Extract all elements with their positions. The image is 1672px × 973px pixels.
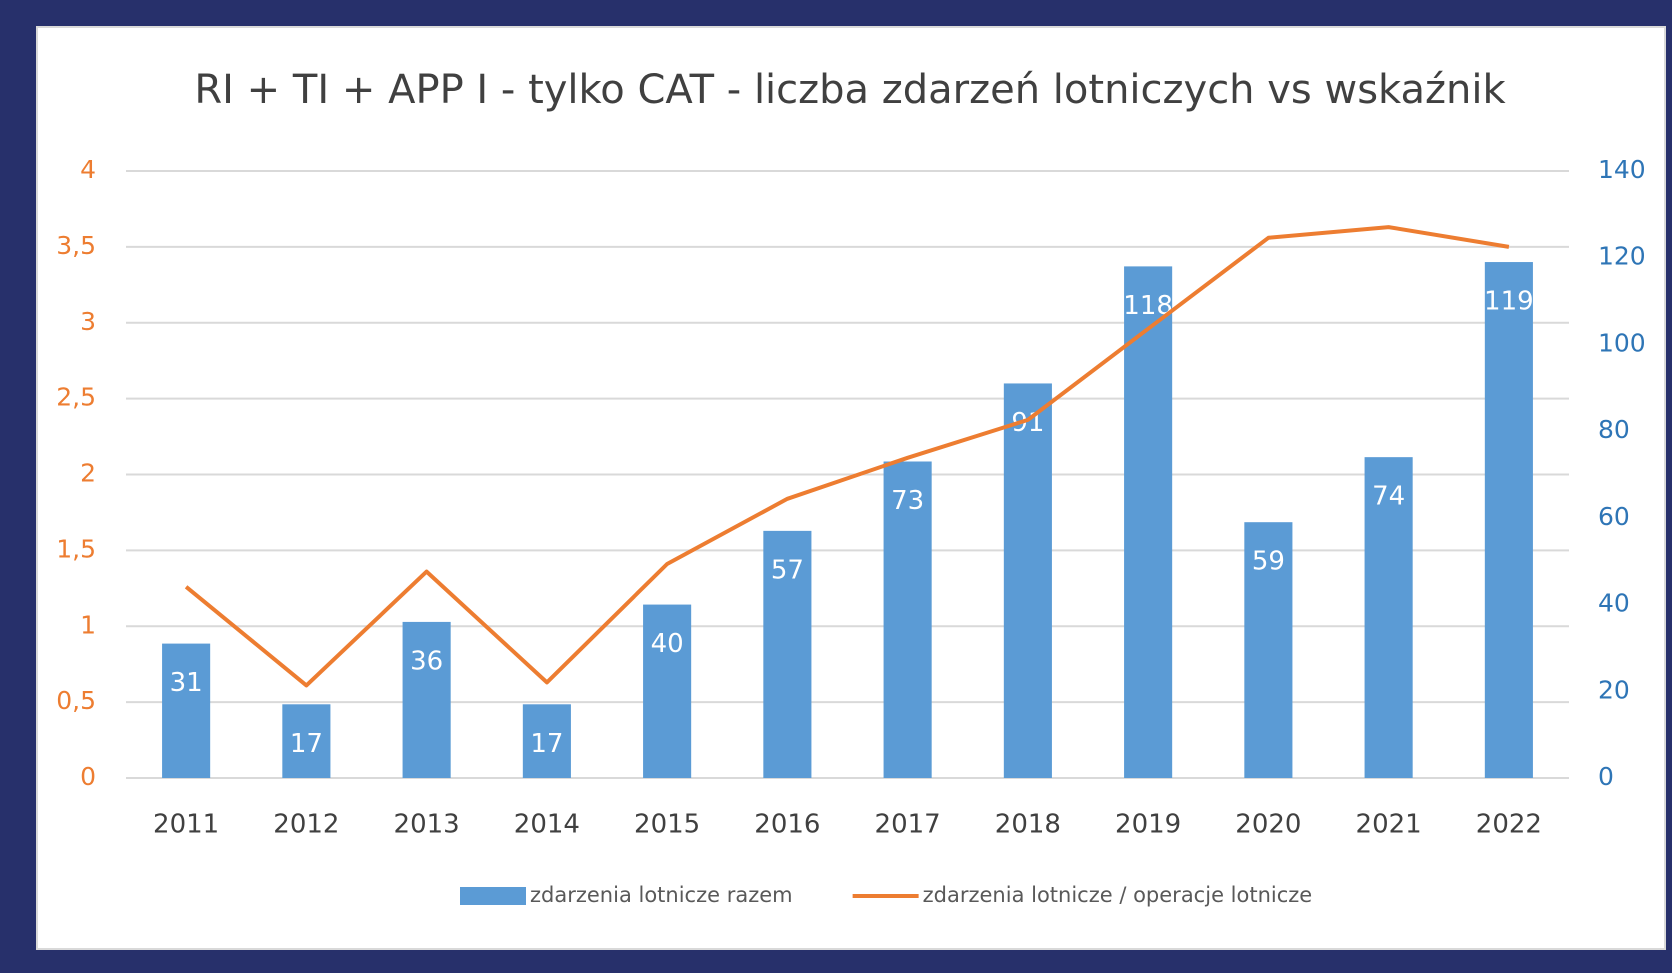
data-label: 17: [290, 729, 323, 759]
y2-tick-label: 120: [1598, 242, 1646, 271]
x-tick-label: 2011: [153, 810, 219, 840]
x-tick-label: 2016: [754, 810, 820, 840]
bar: [883, 461, 932, 778]
bar: [162, 643, 211, 778]
chart-title: RI + TI + APP I - tylko CAT - liczba zda…: [194, 67, 1506, 113]
y-tick-label: 4: [80, 155, 96, 184]
x-tick-label: 2017: [875, 810, 941, 840]
x-tick-label: 2022: [1476, 810, 1542, 840]
x-tick-label: 2021: [1356, 810, 1422, 840]
x-tick-label: 2015: [634, 810, 700, 840]
data-label: 36: [410, 646, 443, 676]
data-label: 73: [891, 486, 924, 516]
bar: [1124, 266, 1173, 778]
data-label: 17: [530, 729, 563, 759]
bar: [1003, 383, 1052, 778]
y2-tick-label: 0: [1598, 762, 1614, 791]
bar: [763, 530, 812, 778]
data-label: 57: [771, 555, 804, 585]
line: [184, 225, 1510, 688]
y-tick-label: 3,5: [56, 231, 96, 260]
x-tick-label: 2019: [1115, 810, 1181, 840]
x-tick-label: 2014: [514, 810, 580, 840]
x-tick-label: 2013: [394, 810, 460, 840]
y-tick-label: 0,5: [56, 686, 96, 715]
y-tick-label: 1,5: [56, 534, 96, 563]
y2-tick-label: 60: [1598, 502, 1630, 531]
y2-tick-label: 100: [1598, 328, 1646, 357]
data-label: 40: [651, 629, 684, 659]
data-label: 119: [1484, 287, 1534, 317]
data-label: 59: [1252, 547, 1285, 577]
y-tick-label: 3: [80, 307, 96, 336]
bar: [522, 704, 571, 778]
x-tick-label: 2020: [1235, 810, 1301, 840]
bar: [1364, 457, 1413, 778]
data-label: 74: [1372, 482, 1405, 512]
y-tick-label: 2: [80, 459, 96, 488]
bar: [1484, 262, 1533, 778]
legend-label: zdarzenia lotnicze / operacje lotnicze: [923, 883, 1313, 907]
y-tick-label: 0: [80, 762, 96, 791]
legend-label: zdarzenia lotnicze razem: [530, 883, 793, 907]
bar: [643, 604, 692, 778]
y2-tick-label: 40: [1598, 589, 1630, 618]
y2-tick-label: 80: [1598, 415, 1630, 444]
bar: [282, 704, 331, 778]
y2-tick-label: 20: [1598, 675, 1630, 704]
bar: [1244, 522, 1293, 778]
y-tick-label: 1: [80, 610, 96, 639]
y2-tick-label: 140: [1598, 155, 1646, 184]
bar: [402, 621, 451, 778]
y-tick-label: 2,5: [56, 383, 96, 412]
x-tick-label: 2018: [995, 810, 1061, 840]
x-tick-label: 2012: [273, 810, 339, 840]
legend-swatch: [460, 887, 526, 905]
data-label: 31: [170, 668, 203, 698]
